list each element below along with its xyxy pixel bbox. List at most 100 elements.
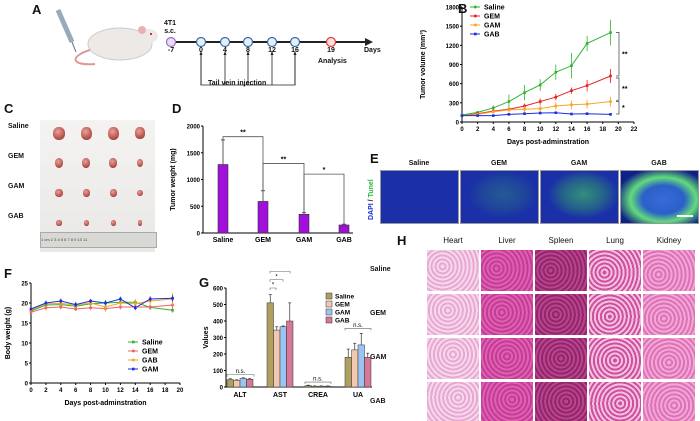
y-tick-label: 500 — [213, 303, 224, 309]
data-point — [523, 104, 526, 108]
data-point — [523, 107, 526, 111]
x-tick-label: 12 — [552, 127, 559, 133]
tunel-image — [540, 170, 619, 224]
organ-label: Kidney — [656, 236, 682, 245]
photo-row-label: GAB — [8, 213, 24, 220]
x-tick-label: 8 — [89, 388, 93, 394]
x-tick-label: 20 — [615, 127, 622, 133]
organ-label: Spleen — [548, 236, 574, 245]
x-tick-label: 18 — [599, 127, 606, 133]
y-tick-label: 500 — [190, 205, 201, 211]
he-image — [481, 294, 533, 335]
x-tick-label: 20 — [177, 388, 184, 394]
bar-gam — [298, 213, 310, 234]
y-tick-label: 300 — [449, 101, 460, 107]
bar-gab — [338, 224, 350, 234]
significance-label: ** — [240, 130, 246, 137]
data-point — [59, 302, 63, 305]
significance-label: * — [275, 274, 278, 280]
timeline-day-label: 0 — [199, 47, 203, 54]
he-image — [427, 338, 479, 379]
mouse-syringe-illustration — [55, 8, 158, 66]
he-image — [535, 294, 587, 335]
series-line-gam — [30, 297, 173, 310]
he-image — [643, 294, 695, 335]
timeline-point — [165, 36, 177, 48]
data-point — [538, 111, 542, 115]
tumor — [55, 189, 63, 197]
x-tick-label: 18 — [162, 388, 169, 394]
y-tick-label: 15 — [21, 322, 28, 328]
x-tick-label: 12 — [117, 388, 124, 394]
timeline-day-label: 12 — [268, 47, 276, 54]
data-point — [74, 303, 77, 306]
data-point — [104, 301, 107, 305]
data-point — [554, 104, 558, 108]
y-tick-label: 1500 — [446, 25, 460, 31]
bar-alt-gem — [233, 380, 241, 388]
bar-ua-gam — [357, 344, 365, 388]
body-weight-chart: 0 5 10 15 20 25 0 2 4 6 8 10 12 14 16 18 20 Days post-adm… — [5, 282, 184, 408]
timeline-day-label: 8 — [246, 47, 250, 54]
x-axis-label: Days post-adminstration — [507, 139, 589, 146]
tunel-group-label: GAB — [651, 160, 667, 167]
bar-alt-saline — [226, 379, 234, 388]
data-point — [507, 113, 511, 116]
route-label: s.c. — [164, 28, 176, 35]
data-point — [570, 103, 573, 107]
data-point — [148, 305, 152, 309]
data-point — [570, 64, 573, 68]
bar-alt-gab — [246, 378, 254, 388]
organ-label: Heart — [443, 236, 463, 245]
panel-label-e: E — [370, 151, 379, 166]
tunel-ylabel: DAPI / Tunel — [368, 179, 375, 220]
y-tick-label: 1500 — [187, 151, 201, 157]
data-point — [609, 100, 612, 103]
legend-swatch — [325, 300, 333, 308]
tumor — [135, 127, 145, 139]
timeline-day-label: 16 — [291, 47, 299, 54]
significance-label: n.s. — [275, 270, 285, 272]
legend-label: Saline — [484, 5, 505, 12]
tumor — [83, 220, 89, 226]
legend-swatch — [325, 308, 333, 316]
bar-ua-gem — [351, 349, 359, 388]
significance-label: * — [272, 283, 275, 289]
category-label: GAM — [296, 237, 313, 244]
data-point — [585, 84, 589, 87]
data-point — [554, 111, 558, 115]
tumor — [82, 189, 90, 197]
data-point — [119, 301, 122, 305]
bar-crea-gam — [317, 385, 325, 388]
y-tick-label: 0 — [25, 382, 29, 388]
y-tick-label: 25 — [21, 282, 28, 288]
he-row-label: Saline — [370, 266, 391, 273]
label-separator: / — [368, 197, 375, 204]
he-image — [427, 250, 479, 291]
y-tick-label: 200 — [213, 353, 224, 359]
y-tick-label: 2000 — [187, 125, 201, 131]
he-image — [427, 382, 479, 421]
significance-label: ** — [622, 51, 628, 58]
significance-bracket — [616, 32, 620, 77]
bar-ast-gam — [279, 326, 287, 388]
series-line-gam — [461, 101, 611, 117]
y-tick-label: 300 — [213, 336, 224, 342]
timeline-point — [289, 36, 301, 48]
y-tick-label: 100 — [213, 369, 224, 375]
panel-label-h: H — [397, 233, 407, 248]
he-image — [481, 338, 533, 379]
legend-label: GAM — [142, 367, 159, 374]
y-tick-label: 20 — [21, 302, 28, 308]
y-axis-label: Values — [203, 326, 210, 348]
legend-label: GEM — [335, 302, 350, 309]
series-line-saline — [30, 301, 173, 312]
analysis-label: Analysis — [318, 58, 347, 65]
data-point — [507, 100, 511, 103]
bar-gem — [257, 201, 269, 234]
category-label: AST — [273, 392, 288, 399]
x-tick-label: 6 — [507, 127, 511, 133]
tumor — [56, 220, 62, 226]
x-tick-label: 0 — [460, 127, 464, 133]
ruler: 1 cm 2 3 4 5 6 7 8 9 10 11 — [40, 232, 157, 248]
